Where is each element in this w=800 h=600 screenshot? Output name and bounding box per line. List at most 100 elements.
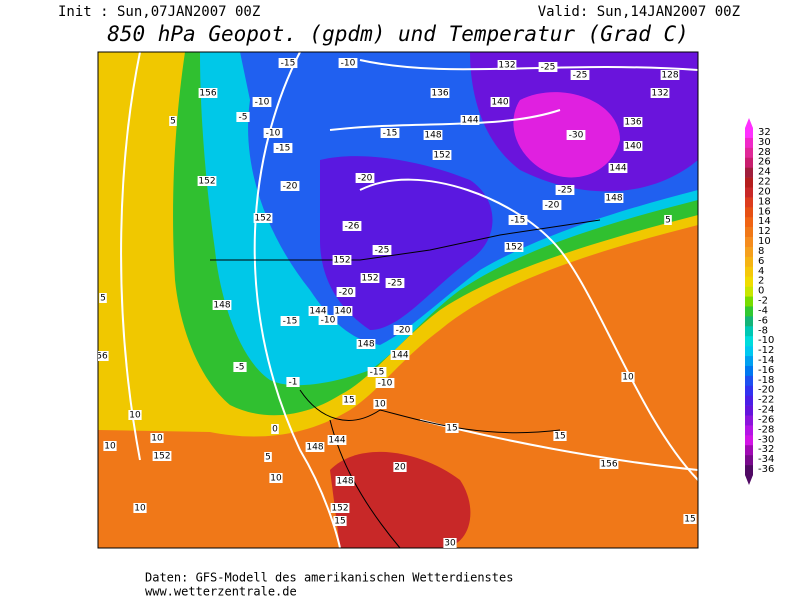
map: [98, 52, 698, 548]
contour-label: 152: [153, 452, 170, 462]
colorbar-tip: [745, 118, 753, 128]
colorbar-label: 30: [758, 137, 771, 148]
contour-label: -15: [511, 216, 526, 226]
colorbar-segment: [745, 375, 753, 387]
contour-label-box: [430, 88, 450, 98]
contour-label: -20: [396, 326, 411, 336]
contour-label-box: [360, 273, 380, 283]
contour-label-box: [273, 143, 293, 153]
contour-label: -15: [283, 317, 298, 327]
colorbar-label: 10: [758, 236, 771, 247]
contour-label: 136: [624, 118, 641, 128]
contour-label: 144: [328, 436, 345, 446]
colorbar-label: 12: [758, 226, 771, 237]
contour-label: 144: [461, 116, 478, 126]
colorbar-segment: [745, 177, 753, 188]
contour-label: -26: [345, 222, 360, 232]
colorbar-label: 14: [758, 216, 771, 227]
contour-label: -15: [370, 368, 385, 378]
colorbar-segment: [745, 405, 753, 416]
contour-label-box: [150, 433, 164, 443]
contour-label: -10: [266, 129, 281, 139]
colorbar-label: -32: [758, 444, 774, 455]
colorbar-segment: [745, 465, 753, 476]
colorbar-segment: [745, 445, 753, 456]
colorbar-label: -10: [758, 335, 774, 346]
colorbar-label: 2: [758, 276, 764, 287]
contour-label: 152: [361, 274, 378, 284]
contour-label-box: [269, 473, 283, 483]
contour-label: 15: [334, 517, 345, 527]
colorbar-segment: [745, 266, 753, 278]
contour-label: 144: [391, 351, 408, 361]
contour-label: 144: [309, 307, 326, 317]
contour-label-box: [683, 514, 697, 524]
contour-label: -1: [289, 378, 298, 388]
colorbar-label: 24: [758, 167, 771, 178]
field: [330, 451, 471, 548]
colorbar-segment: [745, 296, 753, 307]
footer-url: www.wetterzentrale.de: [145, 585, 297, 599]
field: [320, 156, 493, 330]
contour-label-box: [253, 213, 273, 223]
footer-source: Daten: GFS-Modell des amerikanischen Wet…: [145, 571, 513, 585]
contour-label: 132: [651, 89, 668, 99]
contour-label-box: [393, 462, 407, 472]
colorbar-segment: [745, 316, 753, 327]
colorbar-segment: [745, 326, 753, 337]
contour-label: -20: [545, 201, 560, 211]
contour-label-box: [133, 503, 147, 513]
colorbar-label: 6: [758, 256, 764, 267]
contour-label-box: [660, 70, 680, 80]
contour-label-box: [332, 255, 352, 265]
colorbar-label: 16: [758, 206, 771, 217]
contour-label-box: [538, 62, 558, 72]
colorbar-segment: [745, 455, 753, 466]
colorbar-label: -6: [758, 315, 768, 326]
contour-label-box: [333, 516, 347, 526]
contour-label-box: [385, 278, 405, 288]
map-frame: [97, 51, 699, 549]
contour-label-box: [375, 378, 395, 388]
colorbar-segment: [745, 227, 753, 238]
colorbar-segment: [745, 286, 753, 297]
contour-label-box: [308, 306, 328, 316]
colorbar-segment: [745, 336, 753, 347]
contour-label-box: [373, 399, 387, 409]
contour-label: 10: [104, 442, 116, 452]
contour-label-box: [169, 116, 177, 126]
colorbar-segment: [745, 276, 753, 287]
colorbar-segment: [745, 395, 753, 406]
contour-label: -10: [255, 98, 270, 108]
colorbar-label: -14: [758, 355, 774, 366]
colorbar-segment: [745, 137, 753, 149]
contour-label-box: [271, 424, 279, 434]
contour-label: 10: [151, 434, 163, 444]
contour-label-box: [650, 88, 670, 98]
contour-label-box: [252, 97, 272, 107]
contour-label-box: [566, 130, 586, 140]
contour-label: -15: [276, 144, 291, 154]
colorbar-segment: [745, 207, 753, 218]
colorbar-label: -26: [758, 414, 774, 425]
contour-label: 132: [498, 61, 515, 71]
contour-label: 152: [505, 243, 522, 253]
contour-label-box: [280, 316, 300, 326]
valid-time: Valid: Sun,14JAN2007 00Z: [538, 4, 740, 20]
contour-label-box: [356, 339, 376, 349]
contour-label-box: [197, 176, 217, 186]
colorbar-segment: [745, 306, 753, 317]
contour-label: 5: [100, 294, 106, 304]
colorbar-label: -20: [758, 385, 774, 396]
contour-label-box: [286, 377, 300, 387]
contour-label-box: [263, 128, 283, 138]
contour-label-box: [508, 215, 528, 225]
contour-label-box: [490, 97, 510, 107]
contour-label: -20: [339, 288, 354, 298]
contour-label-box: [504, 242, 524, 252]
colorbar-segment: [745, 197, 753, 208]
contour-label-box: [599, 459, 619, 469]
contour-label: 15: [446, 424, 457, 434]
contour-label: -5: [236, 363, 245, 373]
contour-label: 136: [431, 89, 448, 99]
